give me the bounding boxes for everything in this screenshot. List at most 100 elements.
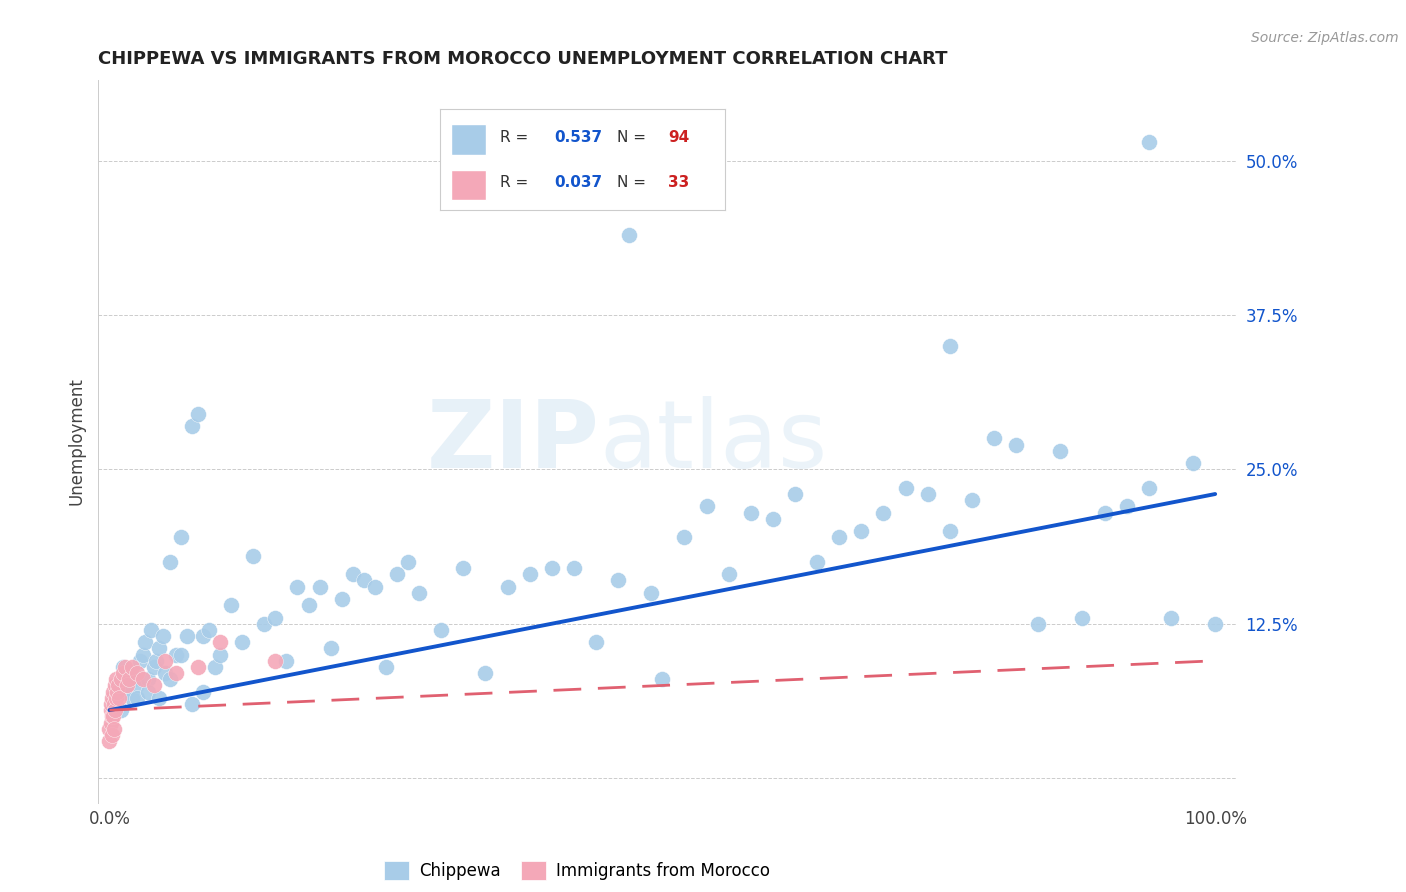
Point	[474, 666, 496, 681]
Point	[100, 697, 122, 711]
Point	[181, 419, 204, 434]
Point	[319, 641, 342, 656]
Point	[148, 690, 170, 705]
Point	[100, 690, 122, 705]
Point	[159, 555, 181, 569]
Point	[617, 227, 640, 242]
Text: Source: ZipAtlas.com: Source: ZipAtlas.com	[1251, 31, 1399, 45]
Point	[276, 654, 298, 668]
Point	[562, 561, 585, 575]
Point	[100, 709, 122, 723]
Point	[145, 654, 167, 668]
Point	[98, 722, 121, 736]
Point	[1005, 437, 1028, 451]
Point	[105, 673, 128, 687]
Point	[1115, 500, 1137, 514]
Point	[114, 660, 136, 674]
Text: atlas: atlas	[599, 395, 828, 488]
Point	[103, 697, 125, 711]
Point	[198, 623, 221, 637]
Point	[98, 734, 121, 748]
Point	[153, 654, 176, 668]
Point	[181, 697, 204, 711]
Point	[152, 629, 174, 643]
Point	[783, 487, 806, 501]
Point	[740, 506, 762, 520]
Point	[107, 678, 129, 692]
Point	[1204, 616, 1226, 631]
Point	[287, 580, 309, 594]
Point	[430, 623, 453, 637]
Point	[983, 432, 1005, 446]
Point	[1137, 135, 1160, 149]
Point	[1094, 506, 1116, 520]
Point	[385, 567, 408, 582]
Point	[107, 678, 129, 692]
Point	[115, 678, 138, 692]
Point	[342, 567, 364, 582]
Point	[453, 561, 475, 575]
Point	[176, 629, 198, 643]
Point	[353, 574, 375, 588]
Point	[136, 673, 159, 687]
Point	[142, 678, 165, 692]
Point	[134, 635, 156, 649]
Point	[131, 673, 153, 687]
Point	[165, 648, 187, 662]
Point	[170, 648, 193, 662]
Point	[651, 673, 673, 687]
Point	[121, 660, 143, 674]
Point	[1160, 610, 1182, 624]
Point	[872, 506, 894, 520]
Point	[141, 623, 163, 637]
Point	[165, 666, 187, 681]
Point	[187, 660, 209, 674]
Point	[960, 493, 983, 508]
Point	[851, 524, 873, 538]
Text: ZIP: ZIP	[426, 395, 599, 488]
Point	[118, 666, 141, 681]
Point	[242, 549, 264, 563]
Point	[159, 673, 181, 687]
Point	[111, 666, 134, 681]
Point	[828, 530, 851, 544]
Point	[540, 561, 562, 575]
Point	[209, 648, 232, 662]
Point	[110, 673, 132, 687]
Point	[127, 666, 149, 681]
Point	[264, 654, 287, 668]
Point	[121, 690, 143, 705]
Point	[253, 616, 276, 631]
Point	[717, 567, 740, 582]
Point	[496, 580, 519, 594]
Point	[104, 697, 127, 711]
Point	[917, 487, 939, 501]
Point	[1026, 616, 1049, 631]
Point	[193, 684, 215, 698]
Point	[1182, 456, 1205, 470]
Point	[607, 574, 630, 588]
Point	[364, 580, 387, 594]
Point	[148, 641, 170, 656]
Point	[939, 339, 962, 353]
Point	[1049, 443, 1071, 458]
Point	[101, 709, 124, 723]
Point	[108, 690, 131, 705]
Point	[209, 635, 232, 649]
Point	[519, 567, 541, 582]
Point	[104, 703, 127, 717]
Point	[806, 555, 828, 569]
Point	[136, 684, 159, 698]
Point	[129, 654, 152, 668]
Point	[408, 586, 430, 600]
Point	[101, 684, 124, 698]
Point	[105, 690, 128, 705]
Y-axis label: Unemployment: Unemployment	[67, 377, 86, 506]
Point	[374, 660, 396, 674]
Point	[894, 481, 917, 495]
Point	[104, 678, 127, 692]
Point	[100, 728, 122, 742]
Point	[115, 684, 138, 698]
Point	[100, 715, 122, 730]
Point	[308, 580, 330, 594]
